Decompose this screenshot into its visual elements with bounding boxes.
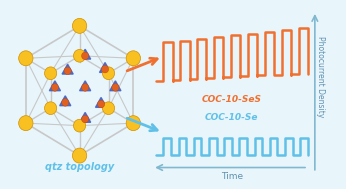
Circle shape <box>72 148 87 163</box>
Text: Photocurrent Density: Photocurrent Density <box>316 36 325 118</box>
Circle shape <box>51 84 58 91</box>
Circle shape <box>19 116 33 131</box>
Circle shape <box>101 65 109 73</box>
Polygon shape <box>49 81 61 91</box>
Text: qtz topology: qtz topology <box>45 162 114 172</box>
Polygon shape <box>60 96 71 106</box>
Circle shape <box>126 51 140 66</box>
Circle shape <box>73 50 86 62</box>
Polygon shape <box>95 98 107 107</box>
Circle shape <box>45 102 57 115</box>
Polygon shape <box>62 64 73 74</box>
Polygon shape <box>100 63 111 72</box>
Polygon shape <box>80 49 91 59</box>
Polygon shape <box>110 81 121 91</box>
Polygon shape <box>80 81 91 91</box>
Circle shape <box>82 115 89 123</box>
Circle shape <box>102 102 115 115</box>
Circle shape <box>45 67 57 80</box>
Text: Time: Time <box>221 172 243 181</box>
Text: COC-10-Se: COC-10-Se <box>205 113 258 122</box>
Circle shape <box>64 67 71 75</box>
Circle shape <box>82 52 89 60</box>
Polygon shape <box>80 112 91 122</box>
Circle shape <box>19 51 33 66</box>
Circle shape <box>82 84 89 91</box>
Circle shape <box>126 116 140 131</box>
Circle shape <box>102 67 115 80</box>
Circle shape <box>62 99 69 106</box>
Circle shape <box>112 84 119 91</box>
Text: COC-10-SeS: COC-10-SeS <box>202 95 262 104</box>
Circle shape <box>73 119 86 132</box>
Circle shape <box>72 18 87 33</box>
Circle shape <box>98 100 104 108</box>
